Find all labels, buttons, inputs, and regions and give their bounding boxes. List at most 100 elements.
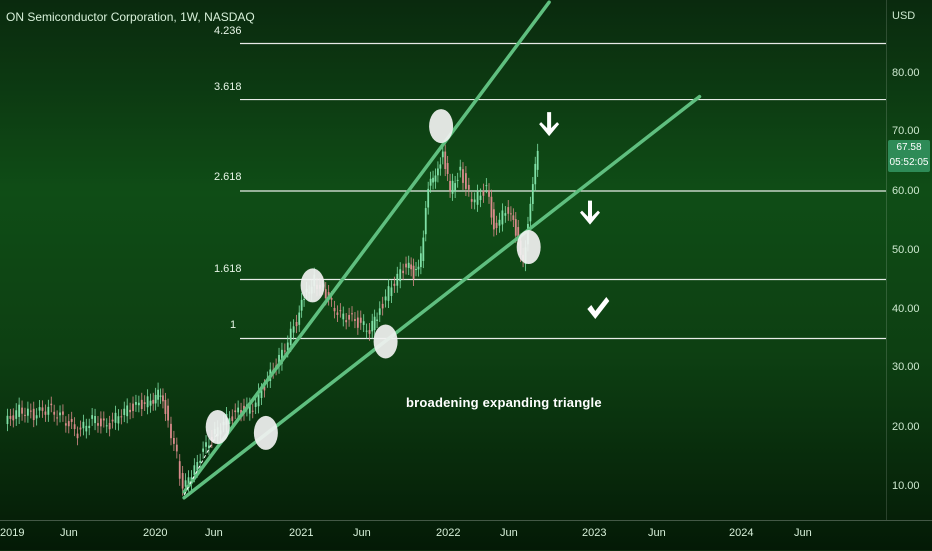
candle-body: [300, 299, 303, 311]
candle-body: [187, 477, 190, 485]
candle-body: [85, 425, 88, 432]
candle-body: [298, 312, 301, 325]
candle-body: [146, 396, 149, 408]
candle-body: [24, 414, 26, 416]
candle-body: [64, 423, 67, 426]
candle-body: [289, 328, 292, 345]
price-chart[interactable]: [0, 0, 932, 520]
check-icon: [587, 297, 610, 319]
fib-levels: [240, 42, 886, 340]
candle-body: [208, 445, 210, 449]
candle-body: [441, 151, 444, 158]
candle-body: [342, 313, 345, 320]
candle-body: [32, 408, 35, 421]
candle-body: [173, 438, 175, 444]
candle-body: [514, 219, 517, 236]
candle-body: [6, 415, 9, 425]
candle-body: [517, 227, 520, 239]
candle-body: [390, 287, 393, 296]
candle-body: [50, 403, 53, 406]
candle-body: [94, 415, 96, 424]
candle-body: [257, 390, 260, 407]
candle-body: [263, 386, 266, 391]
price-axis[interactable]: [886, 0, 932, 520]
candle-body: [356, 317, 359, 328]
candle-body: [167, 405, 169, 421]
candle-body: [82, 421, 85, 429]
candle-body: [339, 310, 342, 312]
candle-body: [498, 219, 501, 226]
candle-body: [439, 164, 442, 169]
candle-body: [507, 207, 510, 214]
candle-body: [488, 190, 490, 197]
candle-body: [359, 317, 362, 323]
candle-body: [510, 213, 512, 215]
candle-body: [536, 150, 539, 170]
price-tick: 30.00: [892, 361, 920, 373]
candle-body: [427, 188, 430, 208]
candle-body: [467, 184, 470, 190]
touch-marker: [429, 109, 454, 144]
fib-label: 1: [230, 319, 237, 331]
price-tick: 60.00: [892, 185, 920, 197]
candle-body: [479, 195, 482, 201]
candle-body: [202, 448, 204, 452]
candle-body: [424, 208, 427, 235]
candle-body: [248, 404, 251, 414]
candle-body: [419, 253, 422, 268]
candle-body: [495, 222, 498, 229]
candle-body: [451, 180, 454, 194]
candle-body: [27, 408, 29, 416]
candle-body: [91, 415, 94, 419]
candle-body: [53, 411, 56, 415]
candle-body: [251, 410, 254, 412]
candle-body: [459, 166, 462, 171]
candle-body: [143, 402, 146, 404]
candle-body: [396, 273, 399, 286]
time-tick: 2022: [436, 527, 461, 539]
touch-marker: [516, 230, 541, 265]
candle-body: [111, 419, 114, 422]
trendline: [182, 0, 551, 494]
candle-body: [137, 402, 140, 406]
candle-body: [286, 342, 289, 351]
candle-body: [278, 354, 280, 367]
candle-body: [129, 409, 131, 413]
candle-body: [410, 264, 413, 270]
candle-body: [381, 303, 384, 309]
touch-marker: [253, 415, 278, 450]
candle-body: [67, 421, 70, 427]
candle-body: [446, 163, 449, 174]
candle-body: [402, 270, 405, 274]
time-tick: Jun: [60, 527, 78, 539]
candle-body: [184, 480, 187, 487]
candle-body: [76, 433, 79, 439]
candle-body: [237, 407, 240, 413]
chart-title: ON Semiconductor Corporation, 1W, NASDAQ: [6, 10, 255, 24]
candle-body: [135, 401, 137, 405]
candle-body: [295, 321, 298, 327]
candle-body: [73, 424, 76, 430]
candle-body: [324, 289, 327, 299]
candle-body: [376, 319, 378, 321]
candle-body: [454, 183, 457, 191]
candle-body: [159, 395, 162, 397]
candle-body: [303, 298, 305, 300]
candle-body: [281, 349, 283, 364]
candle-body: [504, 213, 507, 216]
time-axis[interactable]: [0, 520, 932, 551]
bar-countdown: 05:52:05: [889, 157, 929, 168]
candle-body: [196, 462, 199, 471]
candle-body: [123, 408, 126, 415]
candle-body: [482, 190, 485, 196]
candle-body: [44, 411, 47, 415]
touch-marker: [300, 268, 325, 303]
candle-body: [501, 210, 504, 225]
fib-label: 3.618: [214, 81, 242, 93]
candle-body: [170, 423, 172, 439]
candle-body: [384, 296, 387, 301]
candle-body: [70, 418, 73, 422]
candle-body: [9, 415, 12, 419]
candle-body: [393, 283, 396, 286]
candle-body: [228, 418, 231, 425]
